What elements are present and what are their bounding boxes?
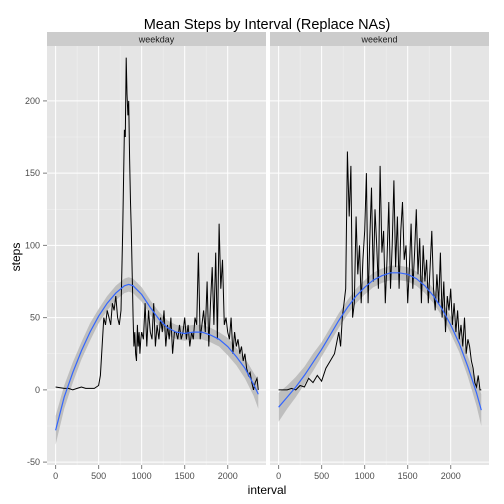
smooth-line-weekday	[55, 283, 259, 431]
x-tick-label: 2000	[441, 471, 461, 481]
y-tick-label: 50	[30, 313, 40, 323]
facet-strip-label: weekday	[138, 35, 175, 45]
panel-background	[47, 46, 266, 465]
facet-strip	[47, 32, 266, 46]
x-tick-label: 1000	[355, 471, 375, 481]
smooth-line-weekend	[278, 272, 482, 411]
panel-background	[270, 46, 489, 465]
facet-strip	[270, 32, 489, 46]
x-tick-label: 1000	[132, 471, 152, 481]
smooth-confidence-band	[55, 277, 259, 445]
x-tick-label: 2000	[218, 471, 238, 481]
y-tick-label: 100	[25, 240, 40, 250]
y-tick-label: 0	[35, 385, 40, 395]
series-line-weekend	[278, 151, 482, 391]
y-tick-label: 150	[25, 168, 40, 178]
chart-title: Mean Steps by Interval (Replace NAs)	[144, 17, 391, 33]
x-axis-label: interval	[248, 483, 287, 497]
facet-strip-label: weekend	[360, 35, 397, 45]
x-tick-label: 500	[314, 471, 329, 481]
panel-weekend: weekend 0 500 1000 1500 2000	[270, 32, 489, 481]
y-axis-label: steps	[9, 243, 23, 272]
smooth-confidence-band	[278, 265, 482, 426]
x-tick-label: 1500	[398, 471, 418, 481]
x-tick-label: 1500	[175, 471, 195, 481]
y-tick-label: 200	[25, 96, 40, 106]
x-tick-label: 500	[91, 471, 106, 481]
x-tick-label: 0	[53, 471, 58, 481]
x-tick-label: 0	[276, 471, 281, 481]
panel-weekday: weekday 0 500 1000 1500 2000	[47, 32, 266, 481]
series-line-weekday	[55, 57, 259, 391]
y-tick-label: -50	[27, 457, 40, 467]
